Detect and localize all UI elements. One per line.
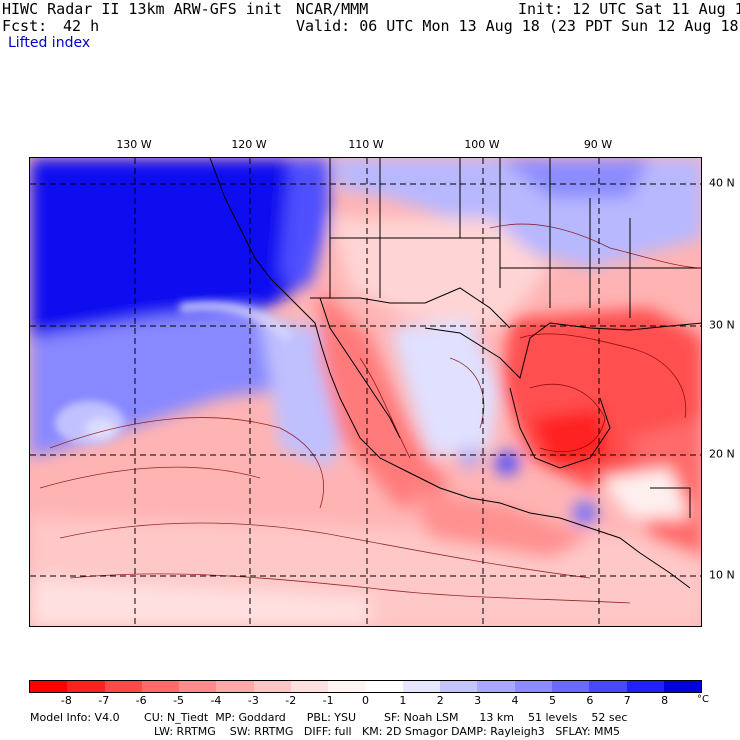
colorbar-swatch [216, 681, 254, 692]
baja-coast-east [319, 297, 401, 439]
colorbar-tick-label: 4 [511, 694, 519, 707]
pacific-coastline [209, 158, 691, 589]
colorbar-swatch [290, 681, 329, 692]
colorbar-swatch [589, 681, 627, 692]
colorbar [29, 680, 702, 693]
field-name: Lifted index [8, 35, 91, 51]
colorbar-tick-label: 1 [399, 694, 407, 707]
gulf-coast [424, 322, 701, 379]
colorbar-tick-label: -3 [247, 694, 259, 707]
init-time: Init: 12 UTC Sat 11 Aug 18 [518, 0, 740, 18]
shaded-field [30, 158, 701, 626]
contour-lines [39, 223, 701, 604]
us-mexico-border [310, 287, 511, 329]
colorbar-tick-label: 3 [474, 694, 482, 707]
colorbar-tick-label: -8 [60, 694, 72, 707]
colorbar-swatch [626, 681, 664, 692]
model-info-line2: LW: RRTMG SW: RRTMG DIFF: full KM: 2D Sm… [154, 725, 620, 738]
colorbar-tick-label: 2 [436, 694, 444, 707]
lon-label-100w: 100 W [464, 138, 500, 151]
colorbar-tick-label: -5 [173, 694, 185, 707]
colorbar-swatch [477, 681, 515, 692]
lat-label-20n: 20 N [709, 447, 735, 461]
lon-label-110w: 110 W [348, 138, 384, 151]
lat-label-30n: 30 N [709, 318, 735, 332]
colorbar-tick-label: 0 [362, 694, 369, 707]
colorbar-swatch [179, 681, 217, 692]
colorbar-swatch [253, 681, 291, 692]
lon-label-90w: 90 W [583, 138, 613, 151]
model-info-line1: Model Info: V4.0 CU: N_Tiedt MP: Goddard… [30, 711, 628, 724]
central-america-border [650, 487, 691, 518]
lat-label-10n: 10 N [709, 568, 735, 582]
colorbar-tick-label: -6 [135, 694, 147, 707]
cloud-swirls [55, 301, 294, 445]
colorbar-tick-label: 7 [623, 694, 631, 707]
lifted-index-map [29, 157, 702, 627]
colorbar-tick-label: 6 [586, 694, 594, 707]
map-outlines [209, 158, 701, 589]
model-title: HIWC Radar II 13km ARW-GFS init [2, 0, 282, 18]
colorbar-swatch [328, 681, 366, 692]
lon-label-120w: 120 W [231, 138, 267, 151]
lat-label-40n: 40 N [709, 176, 735, 190]
colorbar-tick-label: -7 [98, 694, 110, 707]
valid-time: Valid: 06 UTC Mon 13 Aug 18 (23 PDT Sun … [296, 17, 740, 35]
colorbar-tick-label: -2 [285, 694, 297, 707]
colorbar-swatch [104, 681, 142, 692]
colorbar-tick-label: -4 [210, 694, 222, 707]
colorbar-tick-label: 8 [661, 694, 669, 707]
colorbar-swatch [663, 681, 702, 692]
colorbar-swatch [514, 681, 552, 692]
institution-label: NCAR/MMM [296, 0, 369, 18]
colorbar-tick-label: 5 [548, 694, 556, 707]
colorbar-swatch [67, 681, 105, 692]
yucatan-coast [509, 387, 611, 469]
colorbar-unit: °C [697, 694, 709, 705]
colorbar-swatch [365, 681, 403, 692]
colorbar-swatch [551, 681, 590, 692]
colorbar-tick-label: -1 [322, 694, 334, 707]
colorbar-swatch [30, 681, 68, 692]
lat-lon-grid [30, 158, 701, 626]
forecast-label: Fcst: [2, 17, 48, 35]
colorbar-swatch [402, 681, 441, 692]
colorbar-swatch [440, 681, 478, 692]
forecast-hours: 42 h [63, 17, 100, 35]
map-canvas [30, 158, 701, 626]
colorbar-swatch [141, 681, 180, 692]
lon-label-130w: 130 W [116, 138, 152, 151]
